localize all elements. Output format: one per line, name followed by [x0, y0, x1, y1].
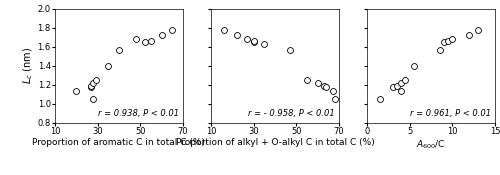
Point: [232, 34, 240, 37]
Point: [314, 81, 322, 84]
Point: [140, 41, 148, 43]
Y-axis label: $L_c$ (nm): $L_c$ (nm): [21, 47, 35, 84]
Point: [286, 48, 294, 51]
Point: [260, 42, 268, 45]
Point: [448, 38, 456, 40]
Point: [397, 90, 405, 93]
Point: [250, 41, 258, 43]
Point: [444, 40, 452, 42]
Point: [436, 48, 444, 51]
Point: [328, 90, 336, 93]
Point: [158, 34, 166, 37]
Point: [72, 90, 80, 93]
Point: [244, 38, 252, 40]
Text: r = 0.961, P < 0.01: r = 0.961, P < 0.01: [410, 109, 491, 118]
X-axis label: $A_{600}$/C: $A_{600}$/C: [416, 138, 446, 151]
Text: r = 0.938, P < 0.01: r = 0.938, P < 0.01: [98, 109, 179, 118]
Point: [322, 86, 330, 89]
Point: [87, 84, 95, 87]
Point: [115, 48, 123, 51]
Point: [397, 81, 405, 84]
Point: [132, 38, 140, 40]
Point: [90, 97, 98, 100]
Point: [303, 78, 311, 81]
Point: [466, 34, 473, 37]
Point: [250, 40, 258, 42]
Point: [220, 28, 228, 31]
Point: [402, 78, 409, 81]
Point: [410, 64, 418, 67]
Text: r = - 0.958, P < 0.01: r = - 0.958, P < 0.01: [248, 109, 335, 118]
Point: [320, 84, 328, 87]
Point: [388, 86, 396, 89]
Point: [474, 28, 482, 31]
Point: [92, 78, 100, 81]
Point: [104, 64, 112, 67]
Point: [440, 41, 448, 43]
Point: [87, 86, 95, 89]
Point: [393, 84, 401, 87]
Point: [90, 81, 98, 84]
Point: [147, 40, 155, 42]
Point: [168, 28, 176, 31]
Point: [376, 97, 384, 100]
X-axis label: Proportion of aromatic C in total C (%): Proportion of aromatic C in total C (%): [32, 138, 206, 148]
X-axis label: Proportion of alkyl + O-alkyl C in total C (%): Proportion of alkyl + O-alkyl C in total…: [176, 138, 374, 148]
Point: [330, 97, 338, 100]
